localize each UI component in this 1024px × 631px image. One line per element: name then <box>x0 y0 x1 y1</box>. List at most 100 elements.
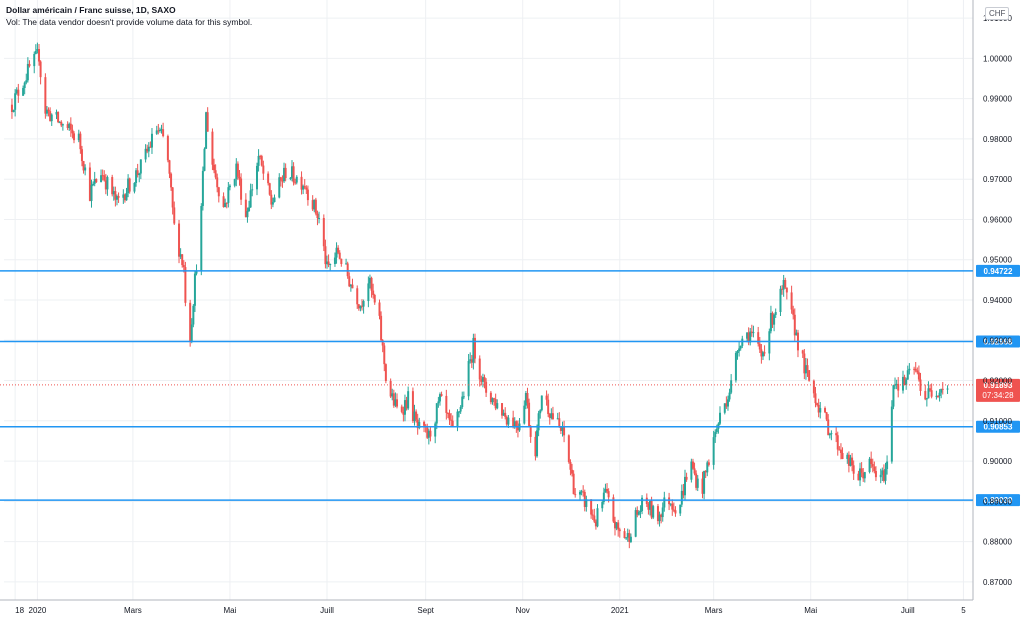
candle <box>338 250 341 260</box>
candle <box>836 431 839 456</box>
candle <box>924 384 927 401</box>
candle-body <box>752 332 755 334</box>
y-tick-label: 1.00000 <box>983 54 1012 63</box>
symbol-title[interactable]: Dollar américain / Franc suisse, 1D, SAX… <box>6 5 176 15</box>
candle <box>168 159 171 179</box>
candle <box>908 363 911 375</box>
candle-body <box>528 402 531 427</box>
candle <box>290 160 293 182</box>
candle <box>796 329 799 358</box>
candle-body <box>485 381 488 393</box>
candle-body <box>871 463 874 467</box>
candle-body <box>112 191 115 195</box>
candle <box>882 464 885 483</box>
candle <box>628 529 631 549</box>
candle <box>641 495 644 515</box>
candle-body <box>927 388 930 399</box>
candle-body <box>281 180 284 182</box>
candle-body <box>273 197 276 203</box>
candle <box>874 466 877 481</box>
candle <box>437 396 440 408</box>
candle <box>150 128 153 154</box>
currency-badge[interactable]: CHF <box>985 7 1010 20</box>
candle <box>170 172 173 191</box>
candle <box>405 396 408 411</box>
candle-body <box>849 457 852 466</box>
candle-body <box>39 61 42 78</box>
candle <box>260 154 263 167</box>
candle <box>44 73 47 119</box>
candle-body <box>144 148 147 160</box>
candle <box>790 285 793 314</box>
candle-body <box>335 247 338 258</box>
y-tick-label: 0.89000 <box>983 497 1012 506</box>
candle-body <box>814 393 817 404</box>
candle-body <box>259 155 262 157</box>
candle <box>483 374 486 389</box>
candle <box>674 506 677 517</box>
candle <box>192 304 195 328</box>
x-tick-label: 5 <box>961 606 966 615</box>
candle <box>835 426 838 443</box>
candle-body <box>257 155 260 166</box>
candle <box>684 469 687 500</box>
candle <box>946 385 949 395</box>
candle <box>125 187 128 201</box>
candle <box>494 393 497 411</box>
candle-body <box>481 377 484 382</box>
candle-body <box>930 390 933 397</box>
candle <box>792 305 795 320</box>
candle <box>585 495 588 512</box>
candle <box>270 190 273 210</box>
candle-body <box>905 379 908 386</box>
candle <box>178 219 181 264</box>
candle <box>162 122 165 138</box>
candle-body <box>184 267 187 303</box>
candle-body <box>381 340 384 346</box>
candle <box>138 172 141 183</box>
candle <box>251 183 254 197</box>
candle <box>556 412 559 420</box>
candle <box>473 333 476 364</box>
candle-body <box>267 173 270 184</box>
candle-body <box>22 87 25 96</box>
candle-body <box>536 430 539 457</box>
candle <box>481 373 484 388</box>
candle-body <box>155 130 158 134</box>
candle-body <box>248 207 251 212</box>
candle <box>411 387 414 423</box>
candle <box>184 261 187 307</box>
candle <box>146 144 149 154</box>
candle-body <box>615 522 618 529</box>
candle-body <box>660 514 663 518</box>
candle <box>23 81 26 95</box>
candle <box>259 154 262 160</box>
candle <box>157 123 160 135</box>
candle-body <box>278 177 281 198</box>
candle-body <box>58 121 61 123</box>
candle <box>539 409 542 419</box>
candle-body <box>483 377 486 382</box>
candle-body <box>359 305 362 309</box>
candle <box>206 107 209 132</box>
candle <box>516 420 519 438</box>
candle <box>222 192 225 208</box>
candle-body <box>407 391 410 409</box>
candle <box>458 411 461 418</box>
candle <box>316 210 319 226</box>
candle-body <box>747 332 750 343</box>
candle-body <box>295 176 298 183</box>
candle <box>372 283 375 299</box>
candle <box>601 500 604 512</box>
candle <box>255 162 258 196</box>
candle <box>139 159 142 180</box>
candle-body <box>158 129 161 131</box>
candle <box>383 342 386 372</box>
candle-body <box>919 379 922 392</box>
candle <box>761 351 764 361</box>
candle-body <box>434 423 437 437</box>
candle <box>548 412 551 425</box>
candle <box>817 398 820 418</box>
candle-body <box>550 413 553 418</box>
